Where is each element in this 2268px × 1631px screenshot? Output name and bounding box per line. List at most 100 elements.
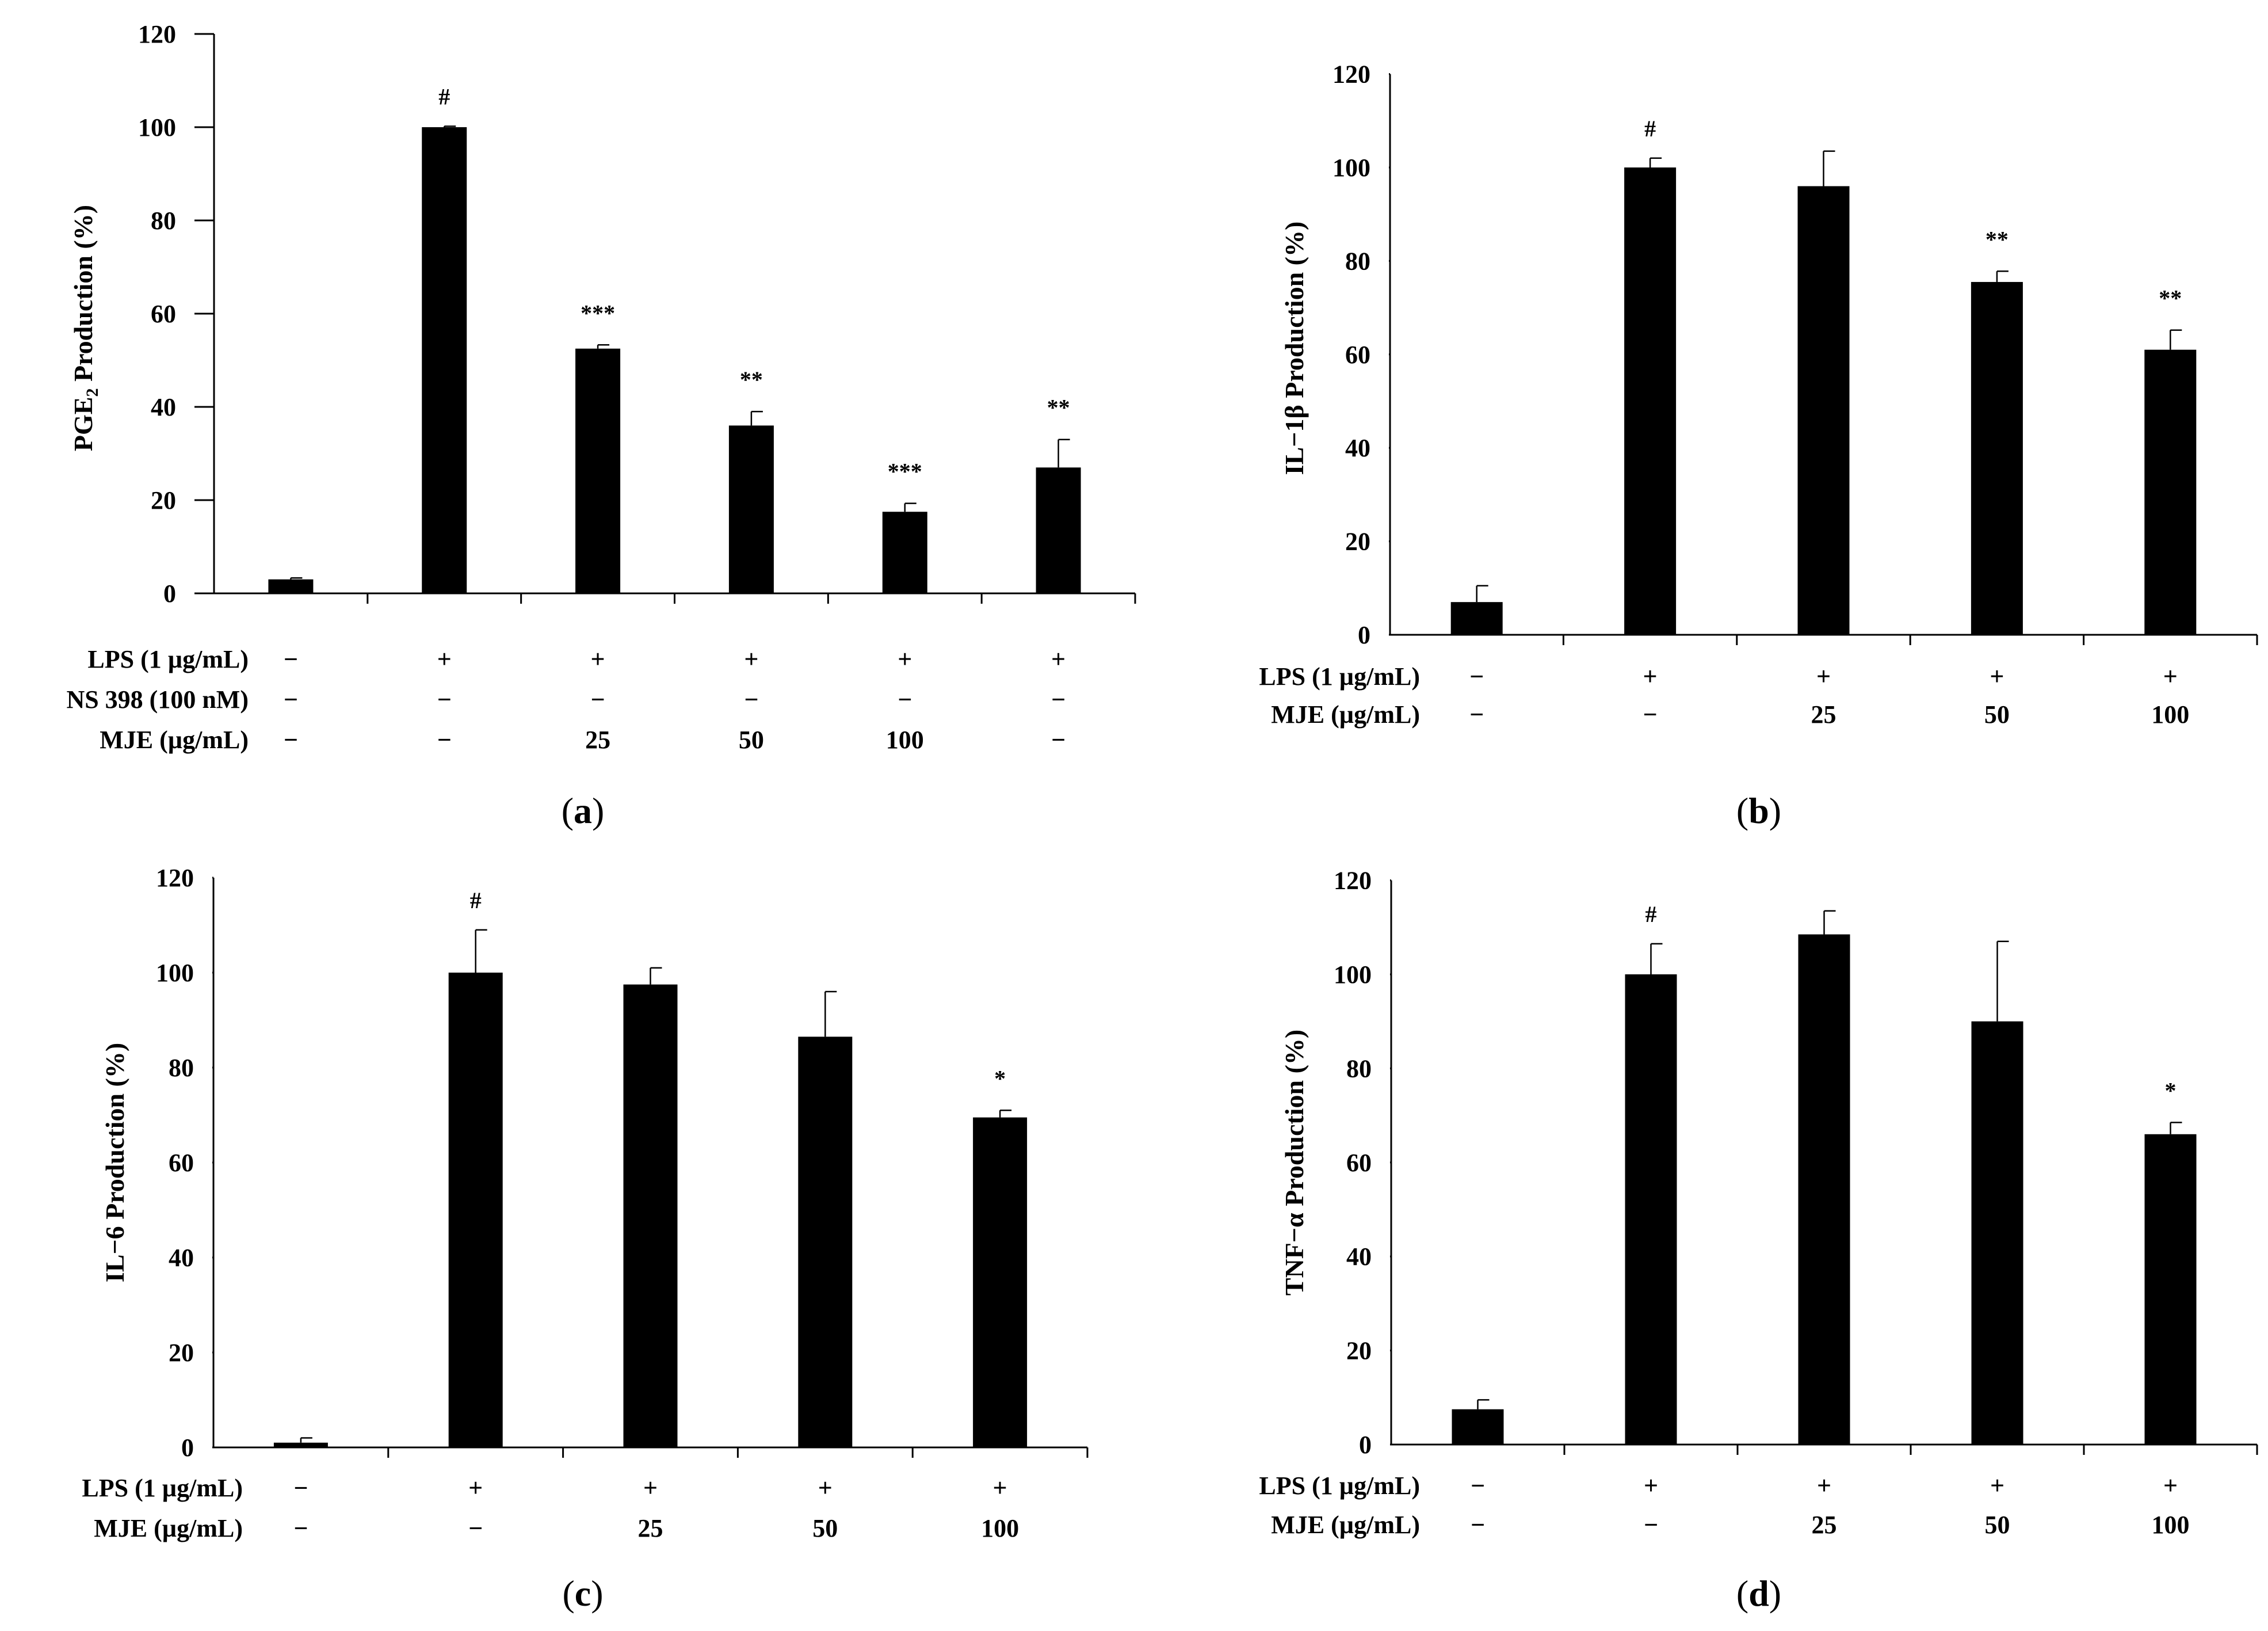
significance-label: *** — [888, 459, 922, 485]
panel-b: IL−1β Production (%) 0 20 40 60 80 100 120 # ** *… — [1259, 60, 2258, 831]
condition-label-lps: LPS (1 µg/mL) — [82, 1474, 243, 1502]
condition-value: 25 — [1811, 700, 1836, 729]
bar — [448, 973, 503, 1447]
bar — [623, 984, 678, 1447]
condition-value: − — [284, 645, 298, 673]
bar — [268, 579, 314, 593]
condition-value: + — [1643, 662, 1658, 691]
y-tick-label: 0 — [163, 580, 176, 608]
y-tick-label: 80 — [1346, 1054, 1372, 1083]
bar — [1797, 186, 1850, 635]
condition-value: − — [1051, 726, 1066, 754]
bar — [1798, 934, 1850, 1445]
condition-value: + — [2163, 662, 2178, 691]
bar — [882, 512, 927, 593]
condition-value: 100 — [2151, 700, 2189, 729]
condition-value: + — [468, 1474, 483, 1502]
condition-value: + — [591, 645, 605, 673]
significance-label: ** — [1047, 395, 1070, 421]
y-axis-label: IL−6 Production (%) — [100, 1043, 129, 1282]
y-tick-label: 80 — [1345, 247, 1370, 275]
condition-label-mje: MJE (µg/mL) — [94, 1514, 243, 1542]
y-tick-label: 0 — [1359, 1431, 1372, 1459]
bar — [798, 1036, 853, 1447]
y-tick-label: 60 — [169, 1149, 194, 1177]
condition-value: + — [898, 645, 912, 673]
y-tick-label: 60 — [1345, 341, 1370, 369]
condition-value: + — [1051, 645, 1066, 673]
bar — [1625, 974, 1677, 1445]
significance-label: * — [2165, 1077, 2177, 1103]
condition-value: 100 — [981, 1514, 1019, 1542]
significance-label: *** — [581, 300, 615, 326]
y-tick-label: 80 — [151, 207, 176, 235]
y-tick-label: 20 — [1346, 1337, 1372, 1365]
condition-value: 50 — [812, 1514, 838, 1542]
condition-label-lps: LPS (1 µg/mL) — [1259, 662, 1420, 691]
y-tick-label: 20 — [169, 1339, 194, 1367]
y-axis-label: PGE2 Production (%) — [68, 205, 102, 451]
panel-caption: (d) — [1736, 1573, 1781, 1614]
significance-label: # — [438, 83, 450, 109]
y-tick-label: 80 — [169, 1054, 194, 1082]
y-tick-label: 120 — [1332, 60, 1370, 89]
panel-a: PGE2 Production (%) 020406080100120#****… — [66, 20, 1136, 831]
condition-value: − — [1469, 662, 1484, 691]
condition-value: 100 — [886, 726, 924, 754]
y-tick-label: 0 — [181, 1434, 194, 1462]
condition-value: − — [1469, 700, 1484, 729]
plot-area: 0 20 40 60 80 100 120 # * — [1334, 867, 2258, 1459]
bar — [728, 425, 774, 593]
condition-label-mje: MJE (µg/mL) — [1271, 700, 1420, 729]
plot-area: 0 20 40 60 80 100 120 # * — [156, 864, 1089, 1462]
condition-value: + — [1644, 1472, 1658, 1500]
condition-value: + — [437, 645, 452, 673]
significance-label: * — [994, 1065, 1006, 1091]
significance-label: ** — [2159, 285, 2182, 311]
condition-value: − — [293, 1514, 308, 1542]
condition-value: + — [2163, 1472, 2178, 1500]
significance-label: # — [470, 887, 482, 913]
y-axis-label: IL−1β Production (%) — [1280, 222, 1309, 475]
bar — [575, 348, 621, 593]
condition-value: − — [284, 685, 298, 714]
bar — [1624, 167, 1677, 635]
condition-label-ns398: NS 398 (100 nM) — [66, 685, 249, 714]
bar — [1971, 1021, 2023, 1445]
y-tick-label: 100 — [1332, 154, 1370, 182]
significance-label: ** — [1986, 226, 2009, 252]
condition-value: − — [437, 685, 452, 714]
significance-label: ** — [740, 367, 763, 392]
panel-c: IL−6 Production (%) 0 20 40 60 80 100 120 # * LP… — [82, 864, 1089, 1614]
bar — [422, 127, 467, 593]
bar — [1036, 467, 1081, 593]
condition-label-mje: MJE (µg/mL) — [1271, 1511, 1420, 1539]
bar — [2144, 1134, 2197, 1445]
condition-value: + — [643, 1474, 658, 1502]
condition-value: − — [1644, 1511, 1658, 1539]
bar — [2144, 349, 2197, 635]
condition-value: + — [1817, 1472, 1831, 1500]
condition-value: 25 — [638, 1514, 663, 1542]
condition-value: − — [898, 685, 912, 714]
condition-value: 25 — [585, 726, 610, 754]
panel-caption: (b) — [1736, 790, 1781, 831]
condition-label-lps: LPS (1 µg/mL) — [87, 645, 249, 673]
condition-value: 25 — [1812, 1511, 1837, 1539]
y-tick-label: 100 — [138, 113, 176, 142]
y-tick-label: 60 — [1346, 1149, 1372, 1177]
condition-value: 50 — [1984, 700, 2010, 729]
condition-value: − — [437, 726, 452, 754]
y-tick-label: 40 — [1345, 434, 1370, 462]
condition-value: + — [1990, 1472, 2004, 1500]
y-tick-label: 100 — [156, 959, 194, 987]
y-tick-label: 40 — [169, 1244, 194, 1272]
condition-value: − — [468, 1514, 483, 1542]
condition-label-mje: MJE (µg/mL) — [100, 726, 249, 754]
condition-value: + — [744, 645, 758, 673]
bar — [273, 1442, 328, 1447]
significance-label: # — [1644, 116, 1656, 142]
bar — [1971, 281, 2023, 635]
y-tick-label: 40 — [1346, 1243, 1372, 1271]
